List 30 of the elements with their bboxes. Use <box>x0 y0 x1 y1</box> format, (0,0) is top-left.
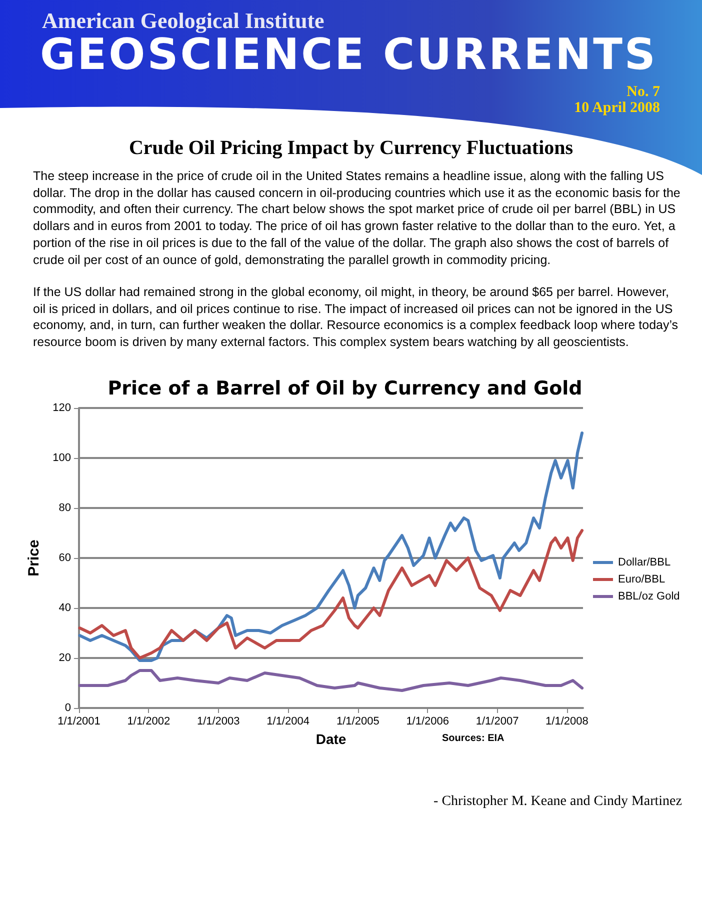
x-tick-label: 1/1/2007 <box>476 716 519 728</box>
text: If the US dollar had remained strong in the global economy, oil might, in theory, be around $65 per barrel. However, oil is priced in dollars, and oil prices continue to rise. The impact of increased oil prices can not be ignored in the US economy, and, in turn, can further weaken the dollar. Resource economics is a complex feedback loop where today’s resource boom is driven by many external factors. This complex system bears watching by all geoscientists. <box>33 284 680 351</box>
x-tick-label: 1/1/2004 <box>266 716 310 728</box>
text: - Christopher M. Keane and Cindy Martinez <box>434 794 682 810</box>
legend-label: BBL/oz Gold <box>618 590 680 602</box>
source-note: Sources: EIA <box>442 733 504 744</box>
text: Crude Oil Pricing Impact by Currency Fluctuations <box>128 137 574 160</box>
x-tick-label: 1/1/2008 <box>546 716 588 728</box>
y-tick-label: 40 <box>58 602 71 614</box>
y-tick-label: 60 <box>58 552 71 564</box>
y-tick-label: 100 <box>52 452 71 464</box>
x-tick-label: 1/1/2003 <box>196 716 240 728</box>
x-tick-label: 1/1/2005 <box>336 716 380 728</box>
x-tick-label: 1/1/2006 <box>406 716 450 728</box>
y-tick-label: 80 <box>58 502 71 514</box>
text: The steep increase in the price of crude oil in the United States remains a headline issue, along with the falling US dollar. The drop in the dollar has caused concern in oil-producing countries which use it as the economic basis for the commodity, and often their currency. The chart below shows the spot market price of crude oil per barrel (BBL) in US dollars and in euros from 2001 to today. The price of oil has grown faster relative to the dollar than to the euro. Yet, a portion of the rise in oil prices is due to the fall of the value of the dollar. The graph also shows the cost of barrels of crude oil per cost of an ounce of gold, demonstrating the parallel growth in commodity pricing. <box>33 168 682 268</box>
text: No. 7 <box>626 84 660 101</box>
x-tick-label: 1/1/2001 <box>58 716 100 728</box>
legend-label: Dollar/BBL <box>618 556 671 568</box>
line-series <box>78 669 584 692</box>
text: 10 April 2008 <box>574 100 660 117</box>
y-tick-label: 20 <box>58 652 71 664</box>
y-tick-label: 0 <box>64 702 71 714</box>
x-axis-title: Date <box>316 730 346 747</box>
x-tick-label: 1/1/2002 <box>127 716 170 728</box>
chart-title: Price of a Barrel of Oil by Currency and Gold <box>108 378 582 400</box>
y-axis-title: Price <box>26 540 43 576</box>
y-tick-label: 120 <box>52 402 71 414</box>
text: American Geological Institute <box>42 8 324 34</box>
legend-label: Euro/BBL <box>618 574 666 586</box>
